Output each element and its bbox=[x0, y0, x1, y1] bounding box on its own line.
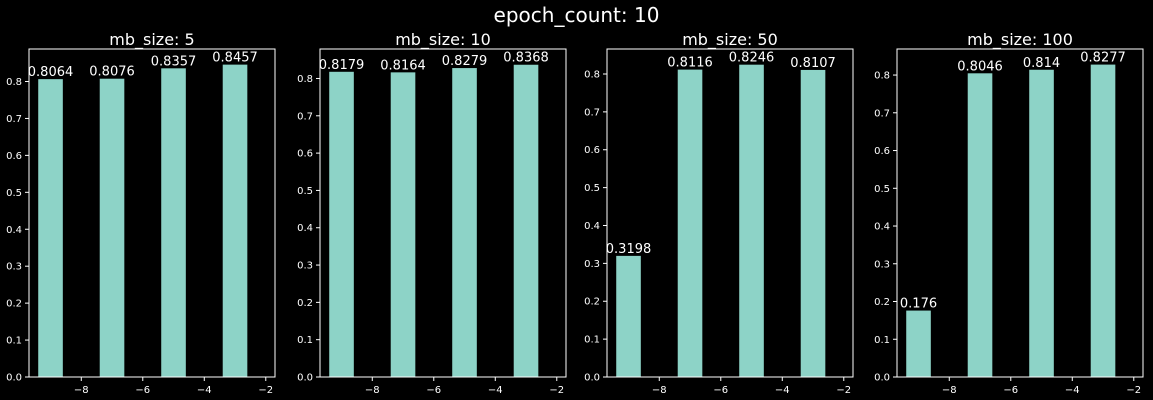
subplot-title: mb_size: 100 bbox=[967, 30, 1073, 50]
bar-value-label: 0.8164 bbox=[380, 58, 426, 73]
y-tick-label: 0.0 bbox=[6, 373, 22, 384]
bar bbox=[739, 64, 764, 378]
bar-value-label: 0.8046 bbox=[957, 59, 1003, 74]
bar bbox=[906, 310, 931, 377]
bar bbox=[967, 73, 993, 377]
subplot-title: mb_size: 50 bbox=[682, 30, 778, 50]
axes-frame bbox=[896, 48, 1144, 378]
bar-value-label: 0.8277 bbox=[1080, 51, 1126, 66]
y-tick-label: 0.3 bbox=[297, 261, 313, 272]
bar bbox=[616, 255, 641, 377]
y-tick-label: 0.8 bbox=[6, 77, 22, 88]
x-tick-label: −8 bbox=[942, 385, 957, 396]
bar bbox=[800, 69, 826, 377]
y-tick-label: 0.0 bbox=[584, 373, 600, 384]
bar-value-label: 0.8457 bbox=[212, 51, 258, 66]
axes-frame bbox=[606, 48, 854, 378]
bar-value-label: 0.176 bbox=[900, 297, 937, 312]
y-tick-label: 0.5 bbox=[297, 186, 313, 197]
bar-value-label: 0.8116 bbox=[667, 56, 713, 71]
y-tick-label: 0.4 bbox=[6, 225, 22, 236]
y-tick-label: 0.4 bbox=[297, 223, 313, 234]
y-tick-label: 0.4 bbox=[584, 221, 600, 232]
y-tick-label: 0.0 bbox=[297, 373, 313, 384]
y-tick-label: 0.0 bbox=[874, 373, 890, 384]
y-tick-label: 0.6 bbox=[297, 149, 313, 160]
y-tick-label: 0.1 bbox=[297, 335, 313, 346]
bar bbox=[222, 64, 248, 377]
y-tick-label: 0.5 bbox=[584, 183, 600, 194]
x-tick-label: −6 bbox=[1003, 385, 1018, 396]
x-tick-label: −4 bbox=[197, 385, 212, 396]
bar bbox=[513, 64, 539, 378]
y-tick-label: 0.7 bbox=[874, 108, 890, 119]
x-tick-label: −4 bbox=[488, 385, 503, 396]
y-tick-label: 0.7 bbox=[297, 111, 313, 122]
subplot-title: mb_size: 5 bbox=[109, 30, 194, 50]
y-tick-label: 0.4 bbox=[874, 222, 890, 233]
bar bbox=[1090, 64, 1116, 377]
x-tick-label: −6 bbox=[135, 385, 150, 396]
bar bbox=[452, 68, 477, 378]
y-tick-label: 0.1 bbox=[6, 336, 22, 347]
x-tick-label: −6 bbox=[426, 385, 441, 396]
y-tick-label: 0.2 bbox=[297, 298, 313, 309]
bar-value-label: 0.8107 bbox=[790, 56, 836, 71]
x-tick-label: −8 bbox=[365, 385, 380, 396]
x-tick-label: −2 bbox=[549, 385, 564, 396]
y-tick-label: 0.2 bbox=[6, 299, 22, 310]
axes-frame bbox=[319, 48, 567, 378]
y-tick-label: 0.6 bbox=[584, 145, 600, 156]
bar bbox=[99, 78, 125, 377]
y-tick-label: 0.6 bbox=[874, 146, 890, 157]
y-tick-label: 0.3 bbox=[584, 259, 600, 270]
y-tick-label: 0.7 bbox=[6, 114, 22, 125]
axes-frame bbox=[28, 48, 276, 378]
x-tick-label: −8 bbox=[652, 385, 667, 396]
x-tick-label: −2 bbox=[1126, 385, 1141, 396]
bar-value-label: 0.814 bbox=[1023, 56, 1060, 71]
x-tick-label: −2 bbox=[836, 385, 851, 396]
bar-value-label: 0.8179 bbox=[319, 58, 365, 73]
y-tick-label: 0.2 bbox=[874, 297, 890, 308]
bar-value-label: 0.8357 bbox=[151, 54, 197, 69]
y-tick-label: 0.2 bbox=[584, 297, 600, 308]
bar-value-label: 0.8368 bbox=[503, 51, 549, 66]
x-tick-label: −4 bbox=[775, 385, 790, 396]
bar bbox=[1029, 69, 1054, 377]
bar bbox=[390, 72, 416, 378]
y-tick-label: 0.3 bbox=[874, 259, 890, 270]
y-tick-label: 0.7 bbox=[584, 107, 600, 118]
y-tick-label: 0.3 bbox=[6, 262, 22, 273]
bar bbox=[677, 69, 703, 377]
figure-title: epoch_count: 10 bbox=[493, 3, 660, 27]
bar bbox=[38, 79, 63, 378]
y-tick-label: 0.8 bbox=[297, 74, 313, 85]
x-tick-label: −2 bbox=[258, 385, 273, 396]
y-tick-label: 0.1 bbox=[874, 335, 890, 346]
y-tick-label: 0.5 bbox=[6, 188, 22, 199]
y-tick-label: 0.8 bbox=[874, 71, 890, 82]
bar-value-label: 0.8246 bbox=[729, 51, 775, 66]
bar bbox=[161, 68, 186, 377]
bar-value-label: 0.8076 bbox=[89, 65, 135, 80]
x-tick-label: −8 bbox=[74, 385, 89, 396]
bar bbox=[329, 71, 354, 377]
subplot-title: mb_size: 10 bbox=[395, 30, 491, 50]
x-tick-label: −4 bbox=[1065, 385, 1080, 396]
bar-value-label: 0.3198 bbox=[606, 242, 652, 257]
x-tick-label: −6 bbox=[713, 385, 728, 396]
bar-value-label: 0.8064 bbox=[28, 65, 74, 80]
y-tick-label: 0.1 bbox=[584, 335, 600, 346]
y-tick-label: 0.5 bbox=[874, 184, 890, 195]
y-tick-label: 0.6 bbox=[6, 151, 22, 162]
y-tick-label: 0.8 bbox=[584, 69, 600, 80]
bar-value-label: 0.8279 bbox=[442, 54, 488, 69]
